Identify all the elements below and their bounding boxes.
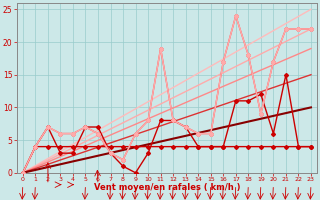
X-axis label: Vent moyen/en rafales ( km/h ): Vent moyen/en rafales ( km/h ) (94, 183, 240, 192)
